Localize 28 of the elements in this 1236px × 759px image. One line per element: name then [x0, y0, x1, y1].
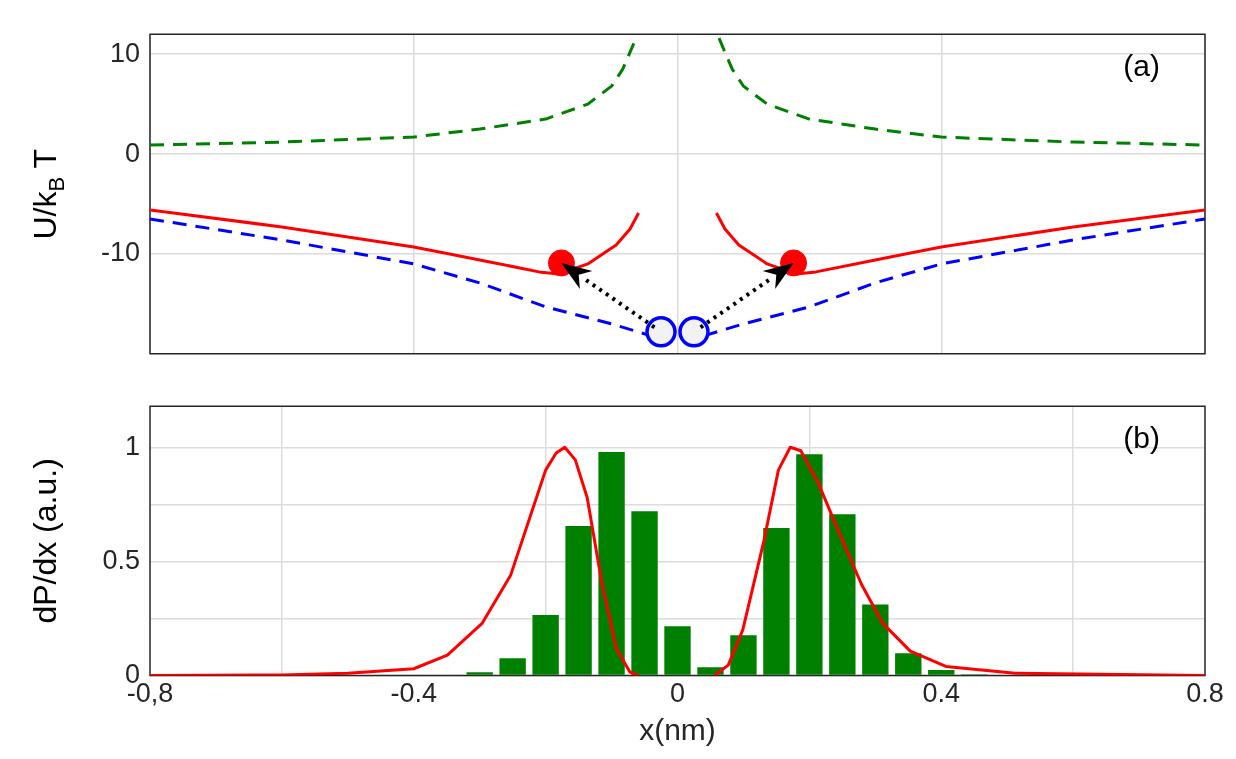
- bar: [862, 604, 889, 675]
- y-tick-label: -10: [100, 237, 140, 268]
- annotation: (a): [1123, 49, 1160, 83]
- bar: [928, 670, 955, 675]
- x-tick-label: 0.4: [922, 678, 961, 709]
- bar: [895, 653, 922, 675]
- y-tick-label: 1: [124, 430, 140, 461]
- y-axis-title: dP/dx (a.u.): [27, 458, 63, 624]
- bar: [532, 615, 559, 675]
- annotation: (b): [1123, 421, 1160, 455]
- bar: [466, 672, 493, 675]
- bar: [598, 452, 625, 675]
- y-axis-title: U/kB T: [27, 149, 69, 240]
- x-tick-label: 0.8: [1186, 678, 1224, 709]
- bar: [565, 526, 592, 675]
- bar: [829, 514, 856, 675]
- x-tick-label: -0.4: [390, 678, 438, 709]
- bar: [730, 635, 757, 675]
- y-tick-label: 0: [124, 137, 140, 168]
- bar: [664, 626, 691, 675]
- bar: [499, 658, 526, 675]
- x-tick-label: 0: [669, 678, 686, 709]
- y-tick-label: 0.5: [102, 544, 140, 575]
- x-axis-title: x(nm): [639, 713, 716, 747]
- bar: [631, 511, 658, 675]
- y-tick-label: 10: [109, 37, 140, 68]
- bar: [796, 454, 823, 675]
- bar: [763, 528, 790, 675]
